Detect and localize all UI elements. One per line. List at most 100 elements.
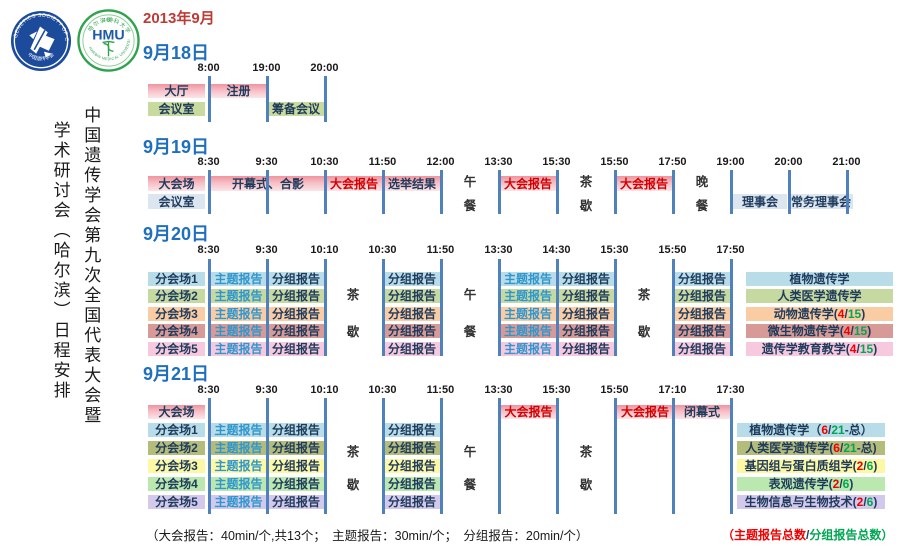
legend-item: 动物遗传学(4/15) — [746, 307, 893, 321]
time-tick-label: 8:00 — [197, 62, 220, 74]
legend-item: 人类医学遗传学(6/21 -总) — [737, 441, 885, 455]
schedule-block: 大会报告 — [499, 176, 557, 191]
break-label: 茶歇 — [347, 268, 360, 356]
schedule-block: 分组报告 — [384, 289, 440, 303]
legend-text-segment: 6 — [866, 495, 874, 509]
schedule-block: 分组报告 — [267, 342, 325, 356]
time-tick-line — [788, 170, 791, 214]
time-tick-label: 8:30 — [197, 384, 220, 396]
time-tick-line — [498, 170, 501, 214]
legend-text-segment: 微生物遗传学( — [767, 324, 844, 338]
conference-title-vertical: 中国遗传学会第九次全国代表大会暨 学术研讨会（哈尔滨）日程安排 — [44, 106, 105, 458]
legend-text-segment: 6 — [866, 459, 874, 473]
schedule-block: 分组报告 — [267, 459, 325, 473]
time-tick-label: 8:30 — [197, 156, 220, 168]
break-label: 茶歇 — [347, 423, 360, 511]
schedule-block: 主题报告 — [211, 495, 266, 509]
break-char: 晚 — [695, 174, 709, 189]
time-tick-line — [614, 259, 617, 356]
legend-text-segment: 动物遗传学( — [773, 307, 838, 321]
break-char: 餐 — [695, 198, 709, 213]
schedule-block: 大会报告 — [617, 405, 673, 419]
legend-text-segment: / — [844, 307, 848, 321]
room-label: 分会场5 — [148, 495, 205, 509]
time-tick-line — [672, 259, 675, 356]
legend-item: 微生物遗传学(4/15) — [746, 324, 893, 338]
legend-text-segment: 2 — [856, 495, 864, 509]
time-tick-label: 17:10 — [658, 384, 687, 396]
break-char: 歇 — [637, 325, 651, 339]
time-tick-label: 10:30 — [368, 244, 397, 256]
time-tick-label: 17:50 — [716, 244, 745, 256]
time-tick-label: 11:50 — [426, 384, 455, 396]
schedule-block: 分组报告 — [674, 307, 730, 321]
time-tick-label: 11:50 — [368, 156, 397, 168]
schedule-block: 分组报告 — [267, 477, 325, 491]
time-tick-label: 14:30 — [542, 244, 571, 256]
hmu-letters: HMU — [92, 28, 125, 44]
schedule-block: 主题报告 — [211, 307, 266, 321]
schedule-block: 闭幕式 — [673, 405, 731, 419]
break-char: 歇 — [579, 478, 593, 492]
schedule-block: 分组报告 — [267, 423, 325, 437]
legend-text-segment: 15 — [853, 324, 868, 338]
legend-text-segment: 6 — [833, 441, 840, 455]
time-tick-label: 10:30 — [310, 156, 339, 168]
room-label: 会议室 — [148, 102, 205, 116]
time-tick-line — [556, 398, 559, 514]
time-tick-line — [208, 76, 211, 122]
time-tick-label: 9:30 — [255, 244, 278, 256]
legend-text-segment: 4 — [843, 324, 851, 338]
hmu-caduceus-icon — [102, 40, 115, 57]
legend-text-segment: / — [839, 477, 843, 491]
time-tick-label: 10:30 — [368, 384, 397, 396]
schedule-block: 分组报告 — [674, 289, 730, 303]
time-tick-label: 15:50 — [600, 384, 629, 396]
room-label: 分会场4 — [148, 477, 205, 491]
time-tick-line — [614, 170, 617, 214]
time-tick-line — [324, 76, 327, 122]
time-tick-label: 15:30 — [542, 156, 571, 168]
time-tick-label: 15:50 — [600, 156, 629, 168]
time-tick-line — [208, 398, 211, 514]
break-char: 餐 — [463, 198, 477, 213]
time-tick-label: 17:30 — [716, 384, 745, 396]
schedule-block: 分组报告 — [267, 324, 325, 338]
schedule-block: 主题报告 — [211, 441, 266, 455]
break-char: 茶 — [346, 445, 360, 459]
legend-text-segment: 6 — [821, 423, 828, 437]
legend-text-segment: 2 — [832, 477, 840, 491]
schedule-block: 大会报告 — [325, 176, 383, 191]
legend-text-segment: -总） — [844, 423, 873, 437]
schedule-block: 主题报告 — [211, 459, 266, 473]
gsc-emblem — [29, 26, 55, 58]
conference-title-line2: 学术研讨会（哈尔滨）日程安排 — [50, 121, 70, 401]
time-tick-label: 13:30 — [484, 244, 513, 256]
legend-text-segment: 2 — [856, 459, 864, 473]
legend-item: 植物遗传学 — [746, 272, 893, 286]
schedule-block: 分组报告 — [558, 342, 614, 356]
break-char: 餐 — [463, 478, 477, 492]
footer-key-segment: / — [806, 528, 810, 542]
time-tick-label: 9:30 — [255, 384, 278, 396]
legend-text-segment: 人类医学遗传学 — [777, 289, 862, 303]
time-tick-label: 8:30 — [197, 244, 220, 256]
time-tick-line — [672, 170, 675, 214]
legend-item: 植物遗传学（ 6/21 -总） — [737, 423, 885, 437]
schedule-block: 分组报告 — [384, 423, 440, 437]
schedule-block: 分组报告 — [558, 272, 614, 286]
time-tick-label: 20:00 — [310, 62, 339, 74]
break-char: 餐 — [463, 325, 477, 339]
schedule-block: 大会报告 — [615, 176, 673, 191]
room-label: 分会场2 — [148, 289, 205, 303]
break-label: 午餐 — [463, 172, 477, 213]
schedule-block: 选举结果 — [383, 176, 441, 191]
section-date-title: 9月19日 — [143, 137, 210, 157]
schedule-block: 主题报告 — [500, 307, 556, 321]
schedule-block: 主题报告 — [500, 342, 556, 356]
genetics-society-logo: GENETICS SOCIETY OF CHINA 中国遗传学会 — [10, 10, 72, 72]
